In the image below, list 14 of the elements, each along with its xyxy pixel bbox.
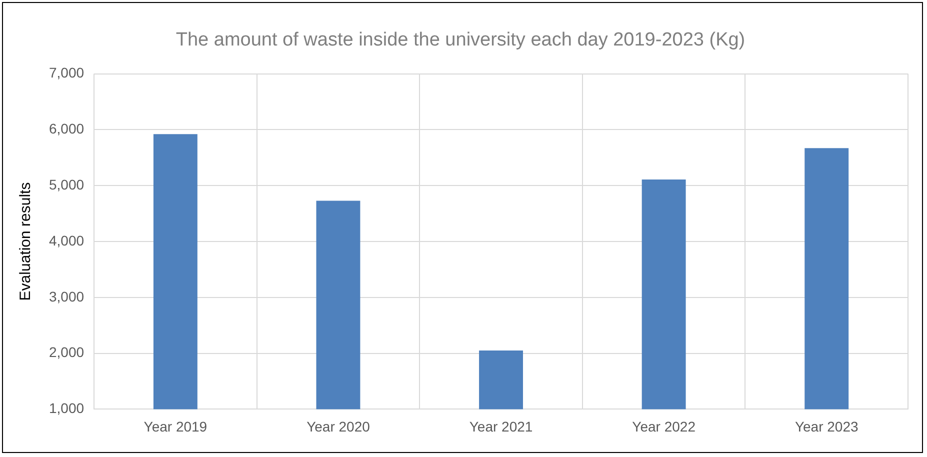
y-tick-label: 5,000	[48, 176, 84, 192]
x-tick-label: Year 2022	[632, 418, 696, 434]
y-tick-label: 3,000	[48, 288, 84, 304]
x-tick-label: Year 2019	[144, 418, 208, 434]
chart-title: The amount of waste inside the university each day 2019-2023 (Kg)	[176, 30, 746, 51]
y-tick-label: 7,000	[48, 64, 84, 81]
y-axis-title: Evaluation results	[17, 182, 34, 301]
x-tick-label: Year 2023	[794, 418, 858, 434]
x-tick-label: Year 2021	[469, 418, 533, 434]
y-tick-label: 4,000	[48, 232, 84, 248]
y-tick-label: 6,000	[48, 120, 84, 137]
y-tick-label: 1,000	[48, 400, 84, 416]
y-tick-label: 2,000	[48, 344, 84, 360]
x-tick-label: Year 2020	[306, 418, 370, 434]
